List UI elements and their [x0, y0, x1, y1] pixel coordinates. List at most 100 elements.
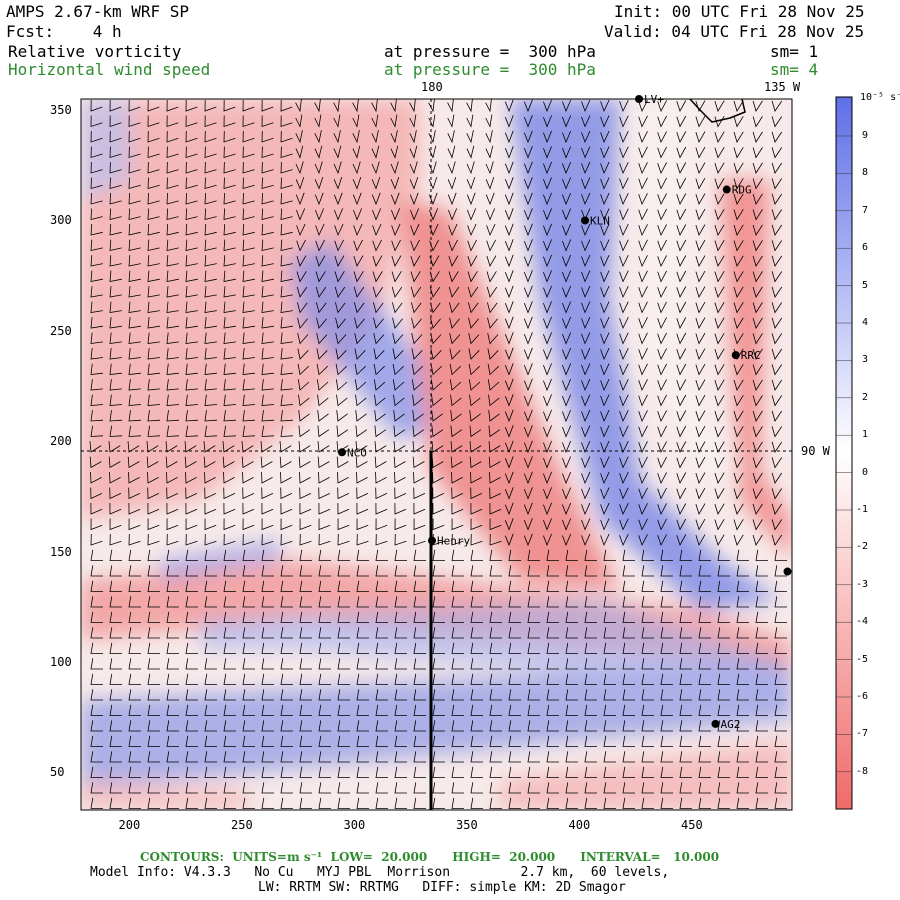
wind-barb [733, 488, 744, 500]
wind-barb [223, 518, 236, 531]
wind-barb [413, 673, 426, 685]
wind-barb [432, 627, 445, 639]
wind-barb [390, 176, 400, 190]
wind-barb [413, 580, 426, 592]
wind-barb [752, 534, 763, 546]
wind-barb [603, 797, 616, 809]
wind-barb [432, 611, 445, 623]
wind-barb [638, 518, 648, 531]
wind-barb [504, 378, 514, 392]
wind-barb [603, 689, 616, 701]
wind-barb [356, 549, 369, 561]
colorbar-label: 0 [862, 466, 869, 478]
wind-barb [619, 472, 629, 485]
wind-barb [316, 348, 328, 360]
wind-barb [375, 658, 388, 670]
wind-barb [315, 239, 325, 252]
wind-barb [695, 270, 706, 283]
wind-barb [109, 627, 122, 639]
wind-barb [109, 658, 122, 670]
wind-barb [295, 114, 303, 128]
wind-barb [622, 766, 635, 778]
wind-barb [523, 425, 533, 438]
wind-barb [676, 255, 687, 267]
wind-barb [488, 456, 501, 469]
wind-barb [166, 704, 179, 716]
wind-barb [485, 145, 494, 159]
wind-barb [261, 255, 274, 267]
wind-barb [504, 363, 514, 376]
wind-barb [565, 549, 578, 561]
wind-barb [166, 658, 179, 670]
wind-barb [223, 782, 236, 794]
wind-barb [717, 782, 730, 794]
wind-barb [317, 441, 330, 453]
wind-barb [504, 533, 514, 547]
wind-barb [736, 720, 749, 732]
wind-barb [527, 673, 540, 685]
wind-barb [470, 549, 483, 561]
wind-barb [356, 565, 369, 577]
wind-barb [733, 224, 744, 236]
wind-barb [375, 642, 388, 654]
wind-barb [318, 611, 331, 623]
wind-barb [752, 116, 763, 128]
wind-barb [166, 317, 179, 329]
wind-barb [752, 503, 763, 515]
wind-barb [733, 534, 744, 546]
wind-barb [166, 782, 179, 794]
wind-barb [353, 208, 363, 221]
wind-barb [223, 192, 236, 205]
wind-barb [334, 239, 344, 252]
wind-barb [261, 223, 274, 236]
wind-barb [733, 209, 744, 221]
wind-barb [657, 441, 667, 454]
wind-barb [128, 115, 141, 128]
wind-barb [695, 379, 706, 391]
wind-barb [166, 549, 179, 561]
wind-barb [90, 673, 103, 685]
wind-barb [261, 673, 274, 685]
wind-barb [641, 673, 654, 685]
wind-barb [638, 487, 648, 500]
wind-barb [432, 797, 445, 809]
wind-barb [299, 704, 312, 716]
wind-barb [755, 735, 768, 747]
wind-barb [641, 596, 654, 608]
wind-barb [223, 766, 236, 778]
wind-barb [676, 146, 687, 159]
wind-barb [600, 502, 610, 516]
wind-barb [470, 627, 483, 639]
wind-barb [774, 751, 787, 763]
wind-barb [695, 363, 706, 376]
wind-barb [581, 456, 591, 469]
wind-barb [90, 363, 103, 375]
wind-barb [676, 487, 687, 500]
wind-barb [603, 596, 616, 608]
wind-barb [714, 193, 725, 205]
field2-name: Horizontal wind speed [8, 60, 211, 79]
wind-barb [390, 130, 398, 144]
wind-barb [109, 270, 122, 282]
wind-barb [261, 115, 274, 128]
wind-barb [128, 130, 141, 143]
wind-barb [543, 223, 552, 237]
wind-barb [317, 456, 330, 469]
wind-barb [279, 441, 292, 453]
wind-barb [752, 519, 763, 531]
wind-barb [393, 441, 406, 453]
wind-barb [504, 146, 514, 159]
wind-barb [356, 533, 369, 546]
wind-barb [128, 735, 141, 747]
wind-barb [565, 689, 578, 701]
wind-barb [523, 223, 533, 237]
wind-barb [413, 549, 426, 561]
wind-barb [299, 611, 312, 623]
wind-barb [261, 192, 274, 205]
wind-barb [204, 689, 217, 701]
wind-barb [466, 161, 475, 175]
wind-barb [581, 425, 591, 438]
wind-barb [185, 658, 198, 670]
wind-barb [603, 751, 616, 763]
wind-barb [600, 409, 610, 423]
